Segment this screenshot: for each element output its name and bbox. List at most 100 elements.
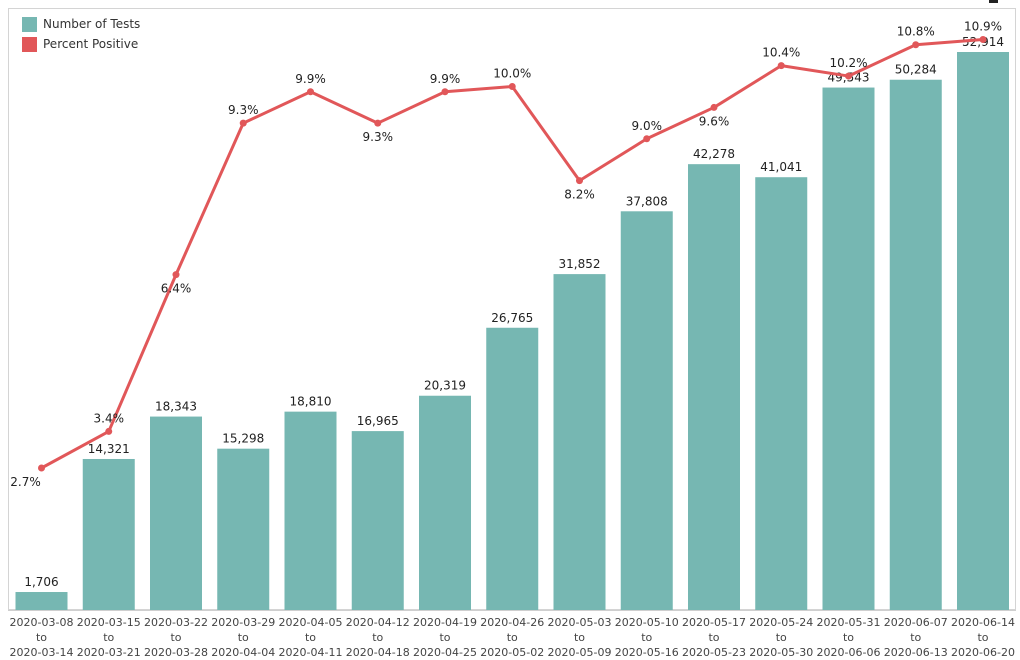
x-tick-start-7: 2020-04-19 — [413, 616, 477, 629]
x-tick-start-14: 2020-06-07 — [884, 616, 948, 629]
x-tick-end-6: 2020-04-18 — [346, 646, 410, 659]
line-point-14[interactable] — [912, 41, 920, 49]
legend: Number of Tests Percent Positive — [22, 14, 140, 54]
line-point-2[interactable] — [105, 427, 113, 435]
line-point-12[interactable] — [777, 62, 785, 70]
line-value-label-2: 3.4% — [94, 411, 125, 425]
bar-8[interactable] — [486, 327, 539, 610]
x-tick-to-7: to — [439, 631, 450, 644]
bar-2[interactable] — [82, 458, 135, 610]
line-value-label-13: 10.2% — [829, 56, 867, 70]
line-value-label-10: 9.0% — [632, 119, 663, 133]
x-tick-start-5: 2020-04-05 — [279, 616, 343, 629]
legend-label-tests: Number of Tests — [43, 17, 141, 31]
line-point-11[interactable] — [710, 103, 718, 111]
x-tick-end-11: 2020-05-23 — [682, 646, 746, 659]
bar-7[interactable] — [419, 395, 471, 610]
line-value-label-11: 9.6% — [699, 114, 730, 128]
bar-value-label-8: 26,765 — [491, 311, 533, 325]
x-tick-to-12: to — [776, 631, 787, 644]
bar-value-label-14: 50,284 — [895, 63, 937, 77]
x-tick-to-15: to — [977, 631, 988, 644]
x-tick-end-12: 2020-05-30 — [749, 646, 813, 659]
line-value-label-5: 9.9% — [295, 72, 326, 86]
bar-1[interactable] — [15, 592, 68, 610]
line-point-1[interactable] — [38, 464, 45, 472]
x-tick-start-12: 2020-05-24 — [749, 616, 813, 629]
line-value-label-15: 10.9% — [964, 20, 1002, 34]
x-tick-start-3: 2020-03-22 — [144, 616, 208, 629]
bar-11[interactable] — [688, 164, 740, 610]
bar-value-label-2: 14,321 — [88, 442, 130, 456]
x-tick-end-15: 2020-06-20 — [951, 646, 1015, 659]
bar-12[interactable] — [755, 177, 808, 610]
corner-mark — [989, 0, 998, 3]
x-tick-start-11: 2020-05-17 — [682, 616, 746, 629]
bar-value-label-6: 16,965 — [357, 414, 399, 428]
bar-14[interactable] — [889, 79, 942, 610]
line-point-3[interactable] — [172, 271, 180, 279]
bar-10[interactable] — [620, 211, 673, 610]
x-tick-end-10: 2020-05-16 — [615, 646, 679, 659]
line-point-8[interactable] — [508, 83, 516, 91]
line-value-label-8: 10.0% — [493, 67, 531, 81]
line-point-13[interactable] — [845, 72, 852, 80]
bar-value-label-5: 18,810 — [290, 395, 332, 409]
line-value-label-7: 9.9% — [430, 72, 461, 86]
bar-9[interactable] — [553, 274, 606, 610]
x-tick-start-9: 2020-05-03 — [548, 616, 612, 629]
x-tick-end-9: 2020-05-09 — [548, 646, 612, 659]
x-tick-end-3: 2020-03-28 — [144, 646, 208, 659]
x-tick-start-8: 2020-04-26 — [480, 616, 544, 629]
x-tick-start-13: 2020-05-31 — [817, 616, 881, 629]
legend-swatch-percent — [22, 36, 37, 52]
line-point-15[interactable] — [979, 36, 987, 43]
legend-item-tests[interactable]: Number of Tests — [22, 14, 140, 34]
line-point-7[interactable] — [441, 88, 449, 96]
x-tick-start-2: 2020-03-15 — [77, 616, 141, 629]
x-tick-to-4: to — [238, 631, 249, 644]
bar-4[interactable] — [217, 448, 270, 610]
x-tick-end-7: 2020-04-25 — [413, 646, 477, 659]
legend-label-percent: Percent Positive — [43, 37, 139, 51]
line-point-5[interactable] — [307, 88, 314, 96]
line-value-label-14: 10.8% — [897, 25, 935, 39]
bar-value-label-9: 31,852 — [559, 257, 601, 271]
line-point-4[interactable] — [239, 119, 247, 127]
bar-value-label-11: 42,278 — [693, 147, 735, 161]
line-value-label-1: 2.7% — [10, 475, 41, 489]
line-value-label-12: 10.4% — [762, 46, 800, 60]
x-tick-start-10: 2020-05-10 — [615, 616, 679, 629]
bar-5[interactable] — [284, 411, 337, 610]
x-tick-to-8: to — [507, 631, 518, 644]
x-tick-end-4: 2020-04-04 — [211, 646, 275, 659]
bar-15[interactable] — [957, 52, 1009, 610]
bar-13[interactable] — [822, 87, 875, 611]
x-tick-to-9: to — [574, 631, 585, 644]
line-point-9[interactable] — [576, 177, 583, 185]
bar-6[interactable] — [351, 431, 404, 610]
x-tick-start-6: 2020-04-12 — [346, 616, 410, 629]
x-tick-start-1: 2020-03-08 — [10, 616, 74, 629]
line-value-label-4: 9.3% — [228, 103, 259, 117]
bar-value-label-1: 1,706 — [24, 575, 58, 589]
bar-value-label-12: 41,041 — [760, 160, 802, 174]
x-tick-to-11: to — [708, 631, 719, 644]
line-value-label-9: 8.2% — [564, 188, 595, 202]
line-point-6[interactable] — [374, 119, 382, 127]
x-tick-start-15: 2020-06-14 — [951, 616, 1015, 629]
x-tick-to-2: to — [103, 631, 114, 644]
legend-item-percent[interactable]: Percent Positive — [22, 34, 140, 54]
x-tick-to-10: to — [641, 631, 652, 644]
x-tick-end-13: 2020-06-06 — [817, 646, 881, 659]
x-tick-end-1: 2020-03-14 — [10, 646, 74, 659]
x-tick-to-5: to — [305, 631, 316, 644]
line-value-label-3: 6.4% — [161, 282, 192, 296]
legend-swatch-tests — [22, 16, 37, 32]
line-point-10[interactable] — [643, 135, 651, 143]
bar-3[interactable] — [150, 416, 202, 610]
x-tick-to-13: to — [843, 631, 854, 644]
x-tick-to-6: to — [372, 631, 383, 644]
x-tick-to-14: to — [910, 631, 921, 644]
